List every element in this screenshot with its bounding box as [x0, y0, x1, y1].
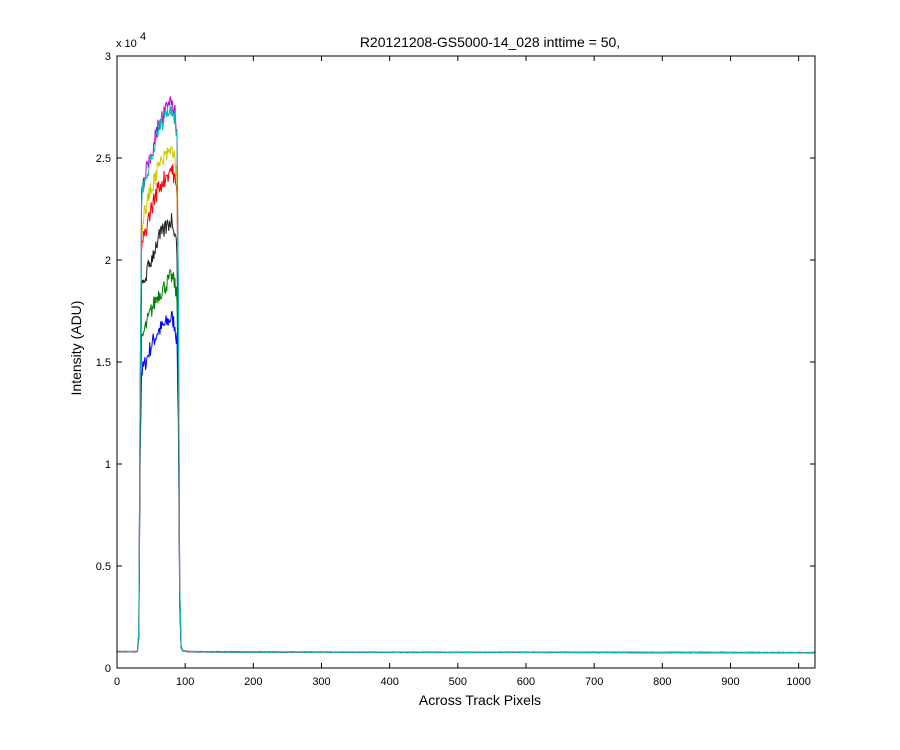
- series-line-7: [116, 104, 816, 654]
- y-axis-multiplier-exponent: 4: [140, 31, 146, 43]
- x-tick-label: 0: [114, 676, 120, 688]
- x-tick-label: 100: [176, 676, 194, 688]
- y-tick-label: 3: [105, 51, 111, 63]
- y-tick-label: 1: [105, 459, 111, 471]
- x-tick-label: 600: [517, 676, 535, 688]
- y-axis-multiplier: x 10: [116, 38, 137, 50]
- chart-title: R20121208-GS5000-14_028 inttime = 50,: [360, 34, 620, 50]
- x-axis: 0 100 200 300 400 500 600 700 800 900 1000: [114, 56, 811, 688]
- x-axis-title: Across Track Pixels: [419, 692, 541, 708]
- y-axis-title: Intensity (ADU): [68, 301, 84, 396]
- x-tick-label: 500: [449, 676, 467, 688]
- plot-area-background: [117, 56, 815, 668]
- series-layer: [116, 96, 816, 654]
- x-tick-label: 200: [244, 676, 262, 688]
- y-axis: 0 0.5 1 1.5 2 2.5 3: [96, 51, 815, 675]
- x-tick-label: 800: [653, 676, 671, 688]
- y-tick-label: 1.5: [96, 357, 111, 369]
- x-tick-label: 400: [380, 676, 398, 688]
- x-tick-label: 1000: [786, 676, 810, 688]
- x-tick-label: 900: [721, 676, 739, 688]
- y-tick-label: 0: [105, 663, 111, 675]
- x-tick-label: 700: [585, 676, 603, 688]
- y-tick-label: 0.5: [96, 561, 111, 573]
- y-tick-label: 2.5: [96, 153, 111, 165]
- y-tick-label: 2: [105, 255, 111, 267]
- x-tick-label: 300: [312, 676, 330, 688]
